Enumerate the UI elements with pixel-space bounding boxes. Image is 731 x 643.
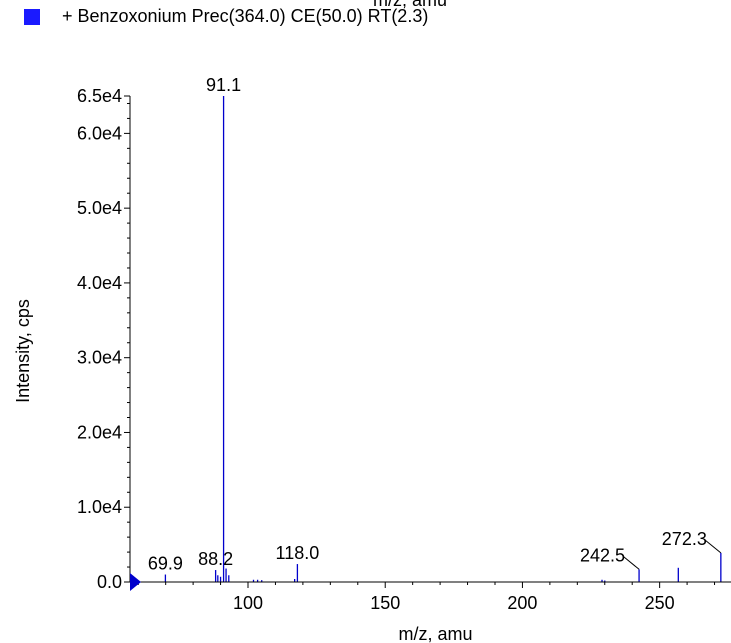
y-tick-label: 6.0e4 xyxy=(77,123,122,143)
y-axis-ticks: 0.0 1.0e4 2.0e4 3.0e4 4.0e4 5.0e4 6.0e4 6.5e4 xyxy=(77,86,130,592)
y-tick-label: 4.0e4 xyxy=(77,273,122,293)
peak-annotation: 69.9 xyxy=(148,554,183,574)
legend-swatch xyxy=(24,8,40,25)
y-axis-label: Intensity, cps xyxy=(13,299,33,403)
peak-annotation: 242.5 xyxy=(580,545,625,565)
y-tick-label: 1.0e4 xyxy=(77,497,122,517)
peak-annotation: 118.0 xyxy=(276,543,320,563)
baseline-marker xyxy=(130,573,141,591)
x-tick-label: 100 xyxy=(233,593,263,613)
x-tick-label: 250 xyxy=(645,593,675,613)
y-tick-label: 3.0e4 xyxy=(77,348,122,368)
annotation-leader xyxy=(622,555,640,570)
x-tick-label: 150 xyxy=(370,593,400,613)
x-axis-label: m/z, amu xyxy=(398,624,472,643)
peak-annotation: 91.1 xyxy=(206,75,241,95)
x-axis-ticks: 100 150 200 250 xyxy=(137,582,716,613)
y-tick-label: 2.0e4 xyxy=(77,422,122,442)
peaks xyxy=(164,96,722,582)
top-axis-fragment: m/z, amu xyxy=(373,0,448,10)
legend-label: + Benzoxonium Prec(364.0) CE(50.0) RT(2.… xyxy=(62,6,429,26)
peak-annotation: 272.3 xyxy=(662,529,707,549)
y-tick-label: 6.5e4 xyxy=(77,86,122,106)
annotation-leader xyxy=(704,539,722,554)
peak-annotation: 88.2 xyxy=(198,549,233,569)
y-tick-label: 5.0e4 xyxy=(77,198,122,218)
x-tick-label: 200 xyxy=(507,593,537,613)
legend: + Benzoxonium Prec(364.0) CE(50.0) RT(2.… xyxy=(24,6,428,27)
peak-annotations: 69.9 88.2 91.1 118.0 242.5 272.3 xyxy=(148,75,722,574)
y-tick-label: 0.0 xyxy=(97,572,122,592)
